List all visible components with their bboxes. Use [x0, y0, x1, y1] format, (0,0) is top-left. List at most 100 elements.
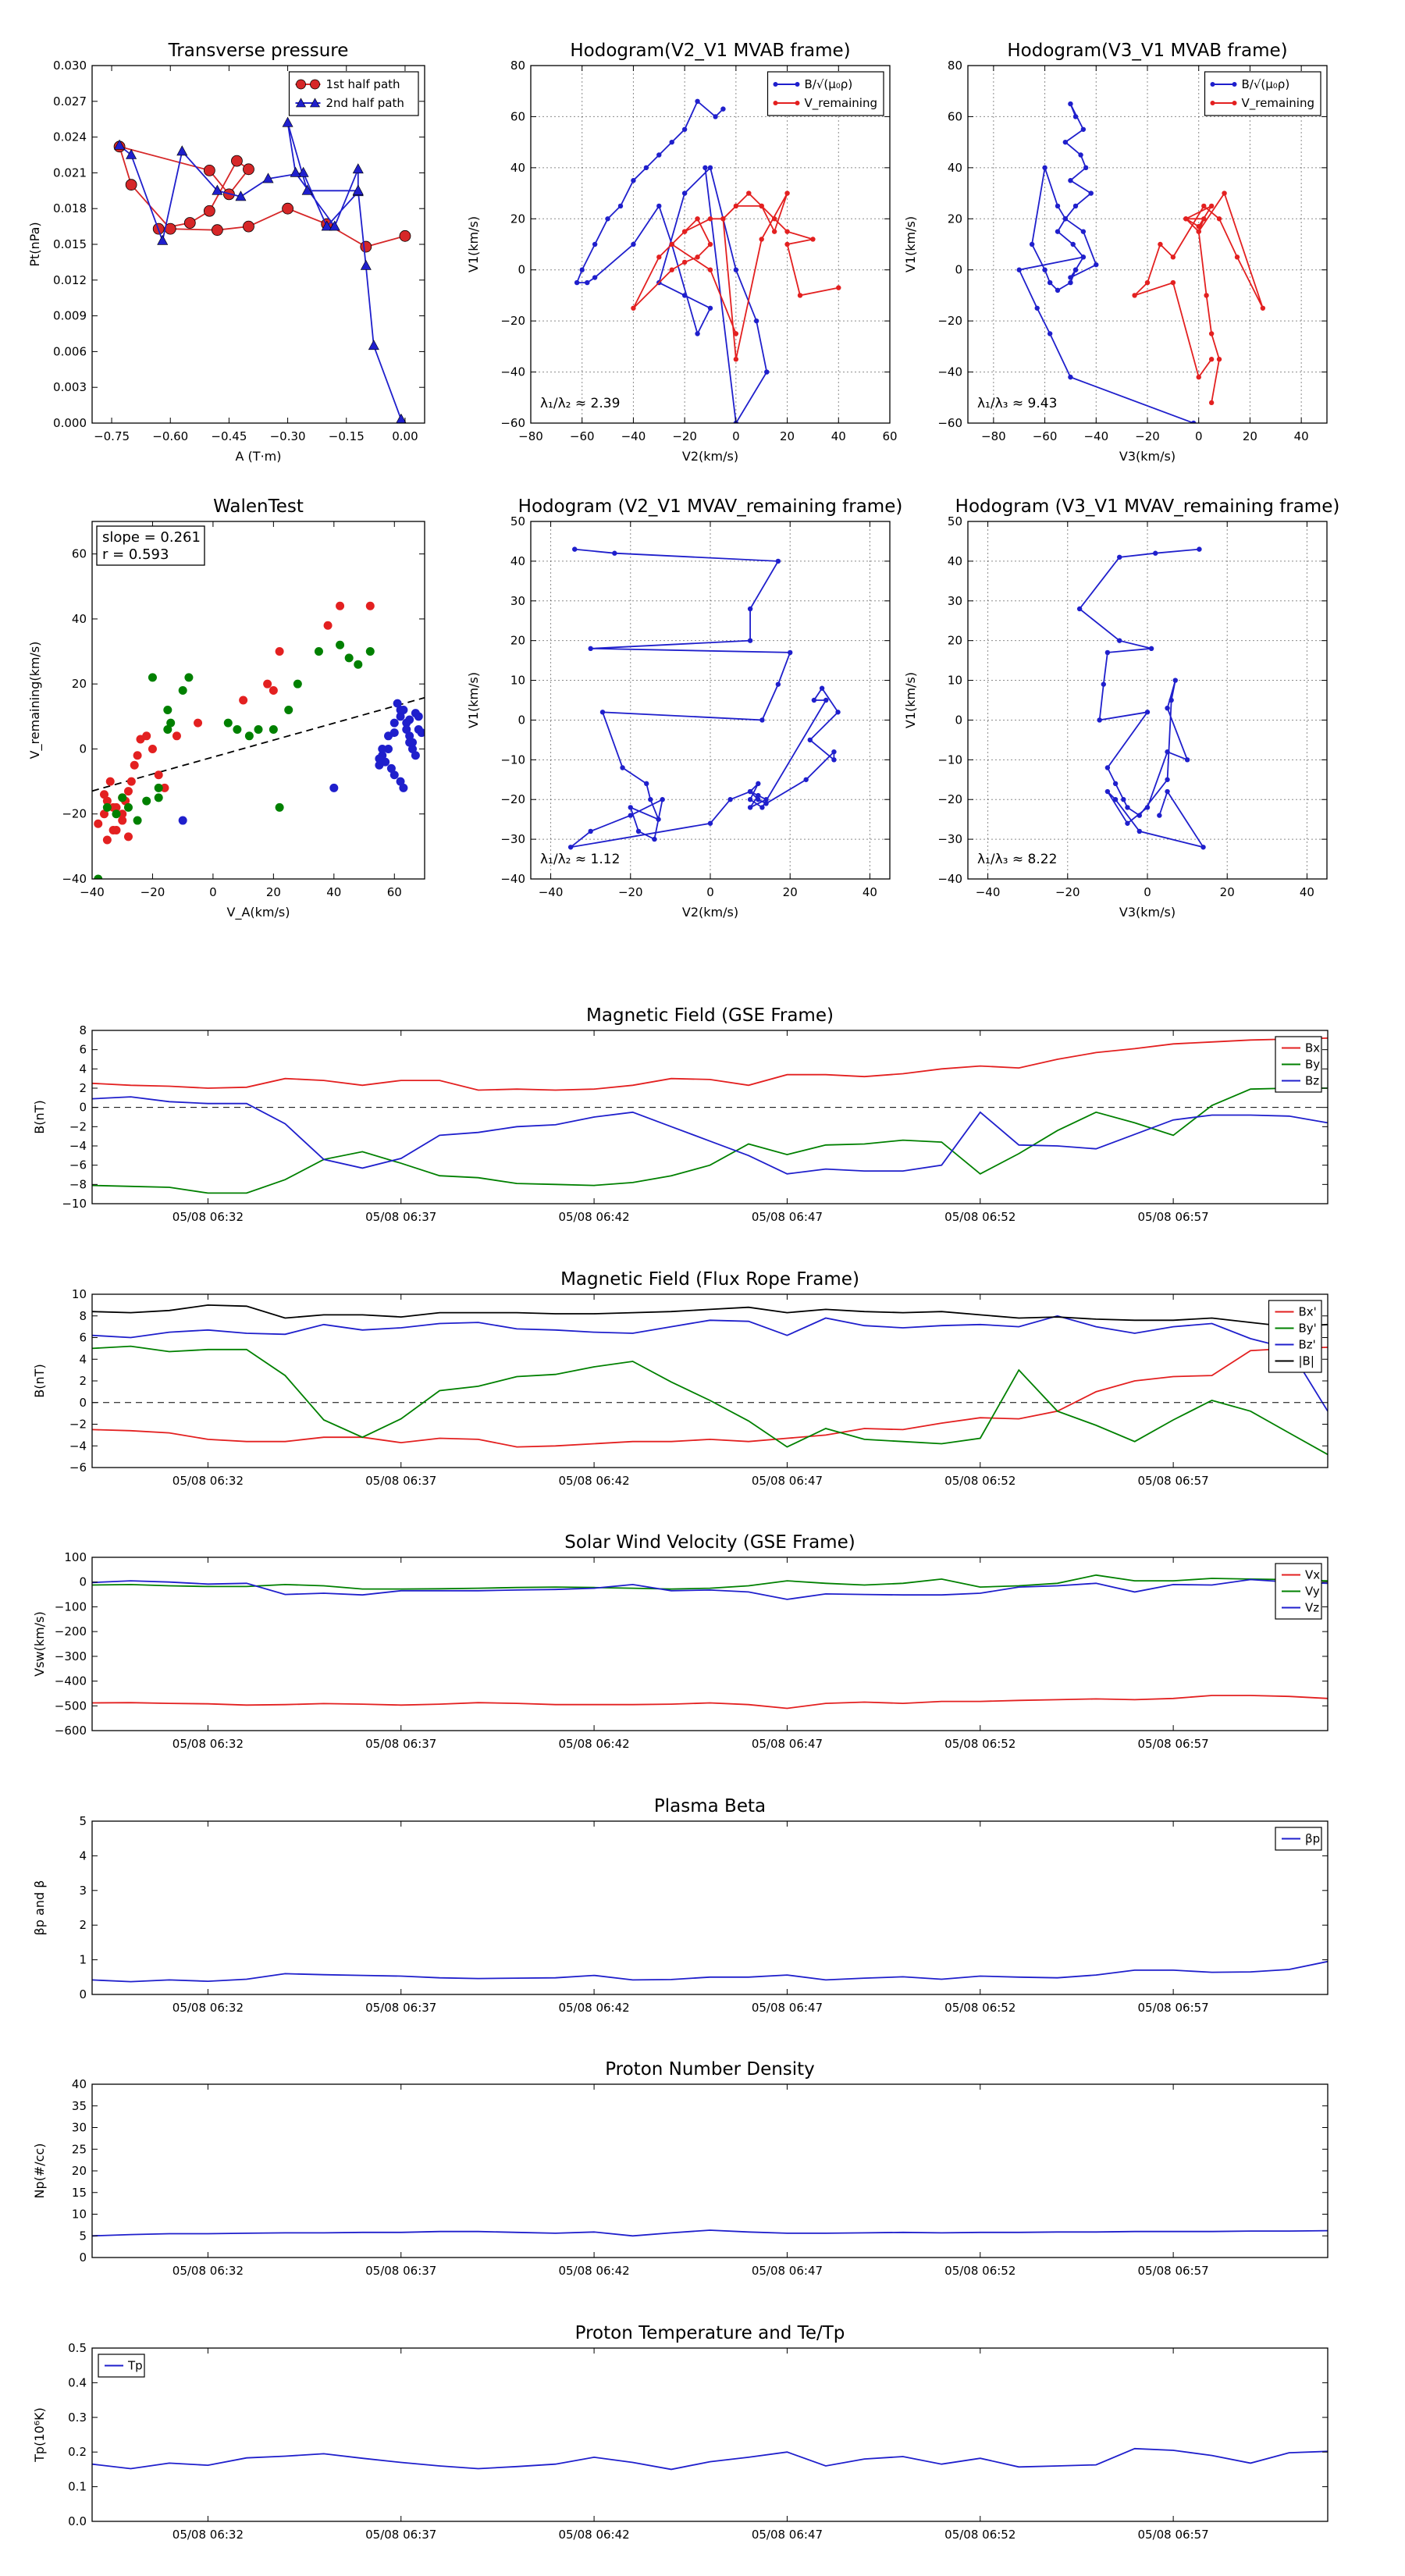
data-point: [1068, 275, 1073, 280]
y-tick-label: 0: [518, 263, 525, 277]
data-point: [194, 718, 203, 728]
y-tick-label: 40: [948, 161, 962, 175]
x-tick-label: −60: [1033, 429, 1058, 443]
legend-label: Vy: [1305, 1585, 1320, 1599]
data-point: [123, 832, 133, 841]
x-tick-label: 40: [1294, 429, 1309, 443]
legend-label: B/√(μ₀ρ): [1242, 77, 1290, 91]
plot-area: [92, 601, 425, 879]
data-point: [1104, 649, 1111, 656]
data-point: [810, 237, 816, 242]
y-tick-label: 60: [72, 547, 87, 561]
y-axis-label: βp and β: [32, 1880, 47, 1936]
data-point: [123, 802, 133, 812]
data-point: [707, 216, 713, 222]
x-tick-label: −20: [140, 885, 165, 899]
data-point: [1112, 781, 1119, 787]
chart-title: Hodogram(V2_V1 MVAB frame): [570, 41, 850, 61]
y-tick-label: 80: [948, 59, 962, 73]
data-point: [112, 802, 121, 812]
y-axis-label: V1(km/s): [466, 672, 481, 728]
y-tick-label: 0: [518, 713, 525, 727]
plot-area: [92, 1304, 1328, 1456]
y-tick-label: 0.021: [53, 165, 87, 180]
series-line-By': [92, 1345, 1328, 1456]
y-tick-label: 40: [72, 2077, 87, 2091]
y-tick-label: −40: [937, 365, 962, 379]
fit-line: [92, 696, 425, 792]
data-point: [1183, 216, 1189, 222]
data-point: [275, 802, 284, 812]
data-point: [126, 777, 136, 786]
y-tick-label: −20: [500, 314, 525, 328]
legend-label: Bz': [1299, 1338, 1316, 1352]
data-point: [1208, 203, 1215, 209]
y-tick-label: −400: [55, 1674, 87, 1688]
data-point: [408, 738, 418, 747]
data-point: [118, 793, 127, 802]
data-point: [102, 835, 112, 845]
data-point: [1216, 357, 1222, 362]
x-tick-label: 05/08 06:32: [173, 2264, 244, 2278]
data-point: [592, 275, 598, 280]
data-point: [707, 305, 713, 311]
axes-frame: [91, 1557, 1329, 1731]
y-tick-label: −40: [500, 365, 525, 379]
data-point: [402, 724, 411, 734]
data-point: [118, 809, 127, 819]
y-tick-label: 0.018: [53, 201, 87, 215]
y-axis-label: Pt(nPa): [27, 222, 42, 266]
data-point: [733, 357, 739, 362]
y-tick-label: 5: [79, 1814, 87, 1828]
y-tick-label: −40: [62, 872, 87, 886]
data-point: [243, 220, 254, 233]
data-point: [94, 819, 103, 828]
data-point: [771, 229, 777, 234]
x-tick-label: 20: [780, 429, 795, 443]
y-tick-label: 2: [79, 1918, 87, 1932]
data-point: [365, 647, 375, 656]
y-tick-label: 0.2: [68, 2445, 87, 2459]
y-tick-label: 0.012: [53, 273, 87, 287]
series-line-B/√(μ₀ρ): [575, 100, 768, 423]
y-tick-label: 20: [72, 2164, 87, 2178]
data-point: [1016, 267, 1022, 272]
x-tick-label: 20: [266, 885, 281, 899]
data-point: [212, 184, 223, 195]
x-tick-label: 20: [1243, 429, 1257, 443]
data-point: [1170, 254, 1176, 260]
x-tick-label: 05/08 06:52: [944, 2528, 1016, 2542]
data-point: [727, 797, 733, 802]
data-point: [154, 770, 163, 780]
data-point: [375, 754, 384, 763]
data-point: [133, 816, 142, 825]
axes-frame: [91, 521, 425, 880]
legend-label: B/√(μ₀ρ): [805, 77, 853, 91]
y-tick-label: 30: [510, 594, 525, 608]
data-point: [231, 155, 243, 167]
data-point: [1168, 697, 1174, 703]
x-axis-label: V_A(km/s): [227, 905, 290, 920]
data-point: [656, 254, 662, 260]
stats-box: [96, 525, 205, 566]
data-point: [114, 139, 126, 150]
x-tick-label: 05/08 06:57: [1138, 2264, 1209, 2278]
data-point: [396, 777, 405, 786]
data-point: [1144, 805, 1151, 810]
chart-title: Hodogram(V3_V1 MVAB frame): [1007, 41, 1287, 61]
chart-bgse: 05/08 06:32 05/08 06:37 05/08 06:42 05/08 0…: [32, 1005, 1329, 1224]
data-point: [275, 647, 284, 656]
axes-frame: [530, 65, 891, 424]
data-point: [368, 340, 379, 350]
data-point: [399, 229, 411, 242]
data-point: [1029, 241, 1035, 247]
y-tick-label: 2: [79, 1374, 87, 1388]
data-point: [620, 765, 625, 770]
legend-label: By': [1299, 1322, 1317, 1336]
y-tick-label: 60: [948, 109, 962, 123]
data-point: [1201, 216, 1207, 222]
data-point: [154, 793, 163, 802]
data-point: [831, 749, 837, 755]
data-point: [269, 724, 278, 734]
y-tick-label: 5: [79, 2229, 87, 2243]
